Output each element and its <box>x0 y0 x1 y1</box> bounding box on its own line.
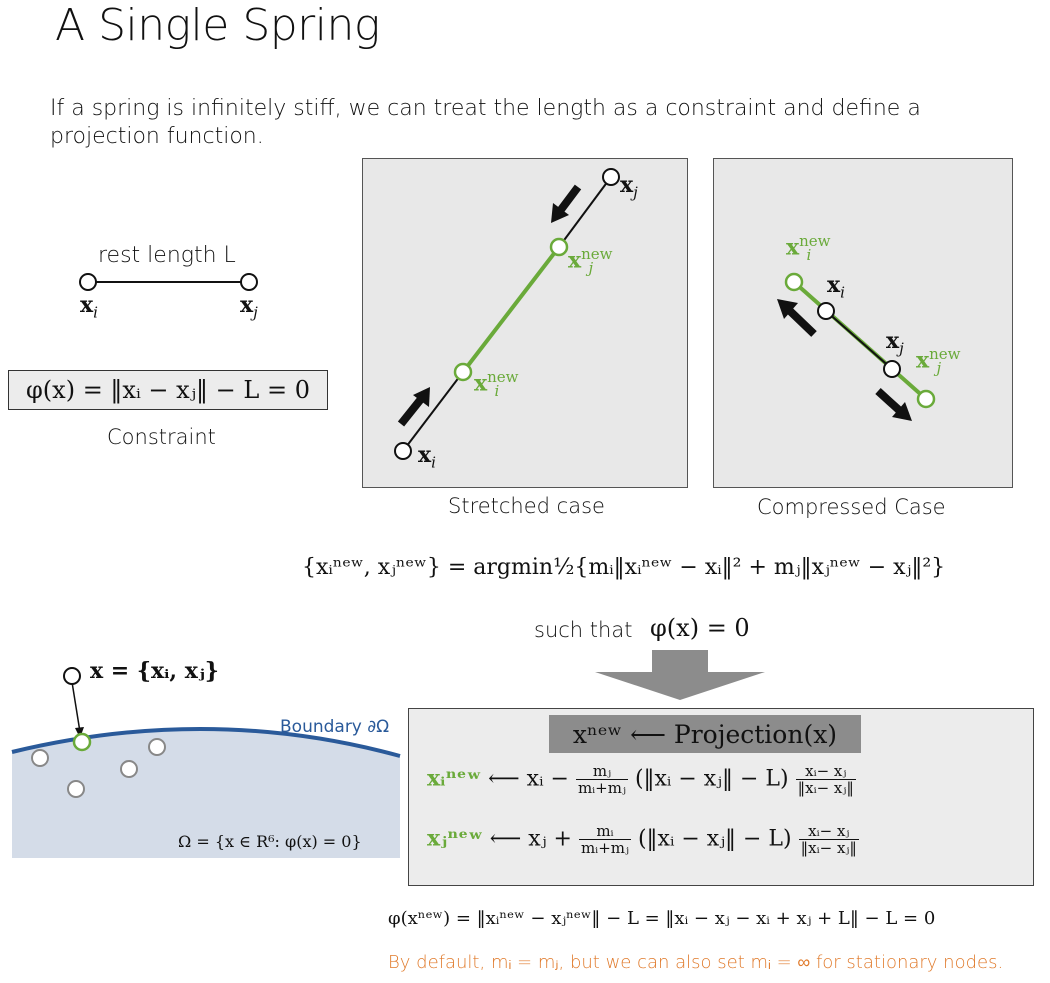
compressed-caption: Compressed Case <box>757 495 946 519</box>
condition-formula: φ(x) = 0 <box>650 614 750 642</box>
compressed-label-xi-new: xnewi <box>786 232 831 264</box>
node-xj <box>883 360 901 378</box>
label-xi: xi <box>80 292 98 322</box>
projection-box: xⁿᵉʷ ⟵ Projection(x) xᵢⁿᵉʷ ⟵ xᵢ − mⱼ mᵢ+m… <box>408 708 1034 886</box>
node-xi <box>79 273 97 291</box>
boundary-diagram <box>11 667 401 858</box>
rest-spring-diagram <box>79 273 258 291</box>
projection-title: xⁿᵉʷ ⟵ Projection(x) <box>549 715 861 753</box>
optimization-formula: {xᵢⁿᵉʷ, xⱼⁿᵉʷ} = argmin½{mᵢ‖xᵢⁿᵉʷ − xᵢ‖²… <box>302 555 946 580</box>
arrow-up-right-icon <box>397 387 430 427</box>
set-definition: Ω = {x ∈ R⁶: φ(x) = 0} <box>178 832 362 851</box>
such-that-label: such that <box>534 618 633 642</box>
projection-eq-j: xⱼⁿᵉʷ ⟵ xⱼ + mᵢ mᵢ+mⱼ (‖xᵢ − xⱼ‖ − L) xᵢ−… <box>427 822 859 857</box>
stretched-label-xj-new: xnewj <box>568 245 613 277</box>
node-xi-new <box>784 272 804 292</box>
compressed-panel <box>713 158 1013 488</box>
stretched-caption: Stretched case <box>448 494 605 518</box>
stretched-label-xi-new: xnewi <box>474 368 519 400</box>
node-xi <box>817 302 835 320</box>
boundary-point-label: x = {xᵢ, xⱼ} <box>90 658 219 684</box>
node-xi <box>394 442 412 460</box>
node-xj-new <box>549 237 569 257</box>
node-xj <box>602 168 620 186</box>
boundary-curve <box>11 727 401 758</box>
feasible-region <box>12 728 400 858</box>
projection-eq-i: xᵢⁿᵉʷ ⟵ xᵢ − mⱼ mᵢ+mⱼ (‖xᵢ − xⱼ‖ − L) xᵢ−… <box>427 762 856 797</box>
stretched-diagram <box>394 168 620 460</box>
stretched-panel <box>362 158 688 488</box>
compressed-label-xj: xj <box>886 328 904 358</box>
arrow-down-right-icon <box>875 388 912 421</box>
stretched-label-xj: xj <box>620 172 638 202</box>
constraint-formula: φ(x) = ‖xᵢ − xⱼ‖ − L = 0 <box>8 370 328 410</box>
intro-text: If a spring is infinitely stiff, we can … <box>50 96 921 149</box>
arrow-up-left-icon <box>777 299 817 337</box>
compressed-diagram <box>777 272 936 421</box>
node-xi-new <box>453 362 473 382</box>
note-text: By default, mᵢ = mⱼ, but we can also set… <box>388 952 1004 973</box>
stretched-label-xi: xi <box>418 442 436 472</box>
label-xj: xj <box>240 292 258 322</box>
check-formula: φ(xⁿᵉʷ) = ‖xᵢⁿᵉʷ − xⱼⁿᵉʷ‖ − L = ‖xᵢ − xⱼ… <box>388 908 936 929</box>
point-x <box>63 667 81 685</box>
boundary-label: Boundary ∂Ω <box>280 717 390 737</box>
node-xj <box>240 273 258 291</box>
node-xj-new <box>916 389 936 409</box>
arrow-down-left-icon <box>551 184 582 223</box>
down-arrow-icon <box>595 650 765 700</box>
slide-title: A Single Spring <box>55 0 380 51</box>
compressed-label-xi: xi <box>827 272 845 302</box>
rest-length-label: rest length L <box>98 243 236 268</box>
compressed-label-xj-new: xnewj <box>916 345 961 377</box>
constraint-caption: Constraint <box>107 425 216 449</box>
projected-point <box>72 732 92 752</box>
